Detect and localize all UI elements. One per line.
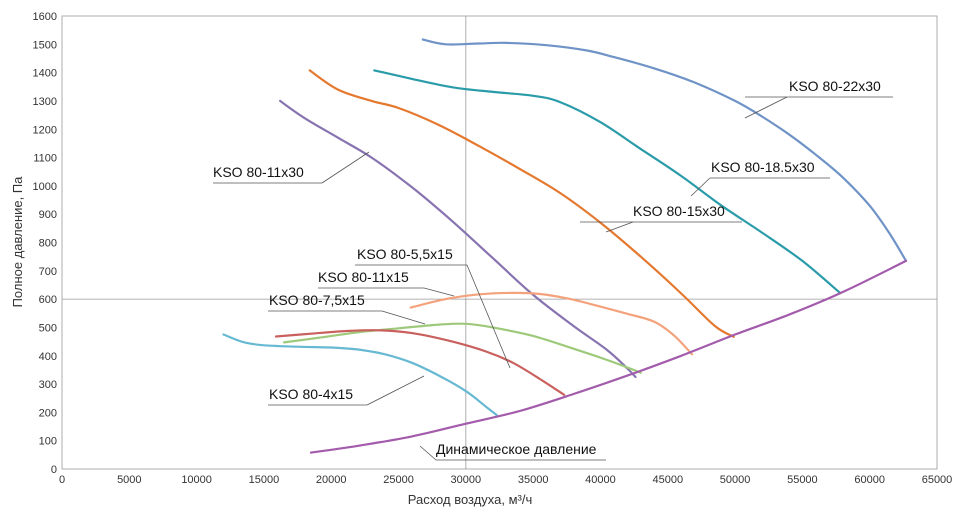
y-tick-label: 1300: [33, 96, 57, 108]
y-tick-label: 100: [39, 436, 57, 448]
series-line-3: [279, 99, 637, 379]
y-tick-label: 400: [39, 351, 57, 363]
series-label: KSO 80-11x30: [213, 164, 304, 180]
gridlines: [62, 16, 937, 469]
x-tick-label: 30000: [451, 474, 482, 486]
y-tick-label: 600: [39, 294, 57, 306]
leader-lines: [213, 96, 893, 461]
y-tick-label: 700: [39, 266, 57, 278]
plot-frame: [61, 15, 938, 470]
x-tick-label: 40000: [585, 474, 616, 486]
series-label: Динамическое давление: [436, 441, 597, 457]
label-pointer: [381, 310, 426, 325]
x-tick-label: 15000: [249, 474, 280, 486]
label-pointer: [605, 221, 634, 233]
series-line-2: [308, 69, 735, 338]
x-tick-labels: 0 5000 10000 15000 20000 25000 30000 35000 40000…: [59, 474, 952, 486]
x-axis-title: Расход воздуха, м³/ч: [408, 492, 533, 507]
y-tick-label: 1100: [33, 153, 57, 165]
y-tick-label: 1000: [33, 181, 57, 193]
x-tick-label: 25000: [383, 474, 414, 486]
series-label: KSO 80-5,5x15: [357, 246, 453, 262]
series-line-6: [274, 329, 566, 396]
series-label: KSO 80-15x30: [633, 203, 725, 219]
x-tick-label: 0: [59, 474, 65, 486]
y-tick-labels: 0 100 200 300 400 500 600 700 800 900 1000 1100 1200…: [33, 11, 57, 476]
x-tick-label: 65000: [922, 474, 953, 486]
label-pointer: [690, 177, 711, 197]
y-tick-label: 1600: [33, 11, 57, 23]
y-tick-label: 300: [39, 379, 57, 391]
y-tick-label: 800: [39, 238, 57, 250]
series-label: KSO 80-7,5x15: [269, 292, 365, 308]
x-tick-label: 35000: [518, 474, 549, 486]
x-tick-label: 10000: [181, 474, 212, 486]
series-label: KSO 80-4x15: [269, 386, 353, 402]
series-label: KSO 80-11x15: [318, 269, 409, 285]
axes: [61, 15, 938, 470]
series-lines: [222, 38, 908, 454]
x-tick-label: 45000: [652, 474, 683, 486]
label-pointer: [466, 264, 511, 369]
y-tick-label: 1200: [33, 124, 57, 136]
label-pointer: [423, 287, 455, 297]
series-line-1: [373, 69, 842, 294]
series-line-4: [409, 291, 694, 356]
y-tick-label: 200: [39, 407, 57, 419]
y-tick-label: 1400: [33, 68, 57, 80]
series-label: KSO 80-18.5x30: [711, 159, 815, 175]
y-tick-label: 0: [51, 464, 57, 476]
x-tick-label: 55000: [787, 474, 818, 486]
x-tick-label: 20000: [316, 474, 347, 486]
label-pointer: [321, 151, 370, 184]
series-line-0: [421, 38, 908, 262]
x-tick-label: 5000: [117, 474, 141, 486]
label-pointer: [419, 445, 437, 461]
x-tick-label: 50000: [720, 474, 751, 486]
series-line-7: [222, 333, 498, 417]
y-tick-label: 500: [39, 322, 57, 334]
label-pointer: [366, 375, 425, 406]
series-line-8: [309, 259, 908, 454]
series-labels: KSO 80-22x30 KSO 80-18.5x30 KSO 80-15x30 KS…: [213, 78, 881, 457]
y-tick-label: 1500: [33, 39, 57, 51]
y-tick-label: 900: [39, 209, 57, 221]
series-label: KSO 80-22x30: [789, 78, 881, 94]
x-tick-label: 60000: [854, 474, 885, 486]
series-line-5: [283, 322, 642, 374]
label-pointer: [744, 96, 788, 119]
y-axis-title: Полное давление, Па: [10, 176, 25, 308]
